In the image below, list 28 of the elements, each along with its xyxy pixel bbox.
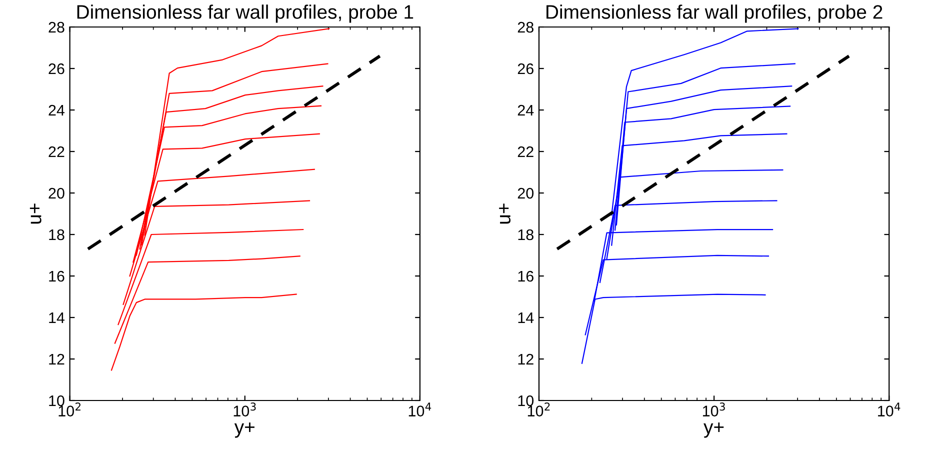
chart-title: Dimensionless far wall profiles, probe 2 — [546, 4, 882, 23]
y-tick-label: 14 — [518, 312, 534, 324]
chart-title: Dimensionless far wall profiles, probe 1 — [77, 4, 414, 23]
y-tick-label: 24 — [48, 104, 65, 116]
y-tick-label: 22 — [48, 146, 64, 158]
y-tick-label: 22 — [518, 146, 534, 158]
y-tick-label: 16 — [49, 270, 64, 282]
y-tick-label: 14 — [49, 312, 65, 324]
x-axis-title: y+ — [234, 422, 254, 438]
y-tick-label: 20 — [518, 188, 534, 199]
y-tick-label: 20 — [48, 188, 64, 199]
y-tick-label: 16 — [518, 270, 534, 282]
y-tick-label: 12 — [49, 354, 64, 365]
y-tick-label: 12 — [518, 354, 534, 365]
y-tick-label: 28 — [518, 22, 534, 33]
x-tick-label: 10$^{3}$ — [702, 402, 725, 416]
x-tick-label: 10$^{4}$ — [878, 402, 900, 416]
x-axis-title: y+ — [704, 422, 724, 438]
y-tick-label: 18 — [518, 229, 534, 240]
x-tick-label: 10$^{3}$ — [234, 402, 256, 416]
y-tick-label: 18 — [49, 229, 64, 240]
y-tick-label: 24 — [518, 104, 534, 116]
y-tick-label: 26 — [518, 63, 534, 74]
y-tick-label: 26 — [48, 63, 64, 74]
x-tick-label: 10$^{4}$ — [408, 402, 432, 416]
y-axis-title: u+ — [30, 204, 42, 224]
y-tick-label: 28 — [48, 22, 64, 33]
y-axis-title: u+ — [499, 204, 511, 224]
